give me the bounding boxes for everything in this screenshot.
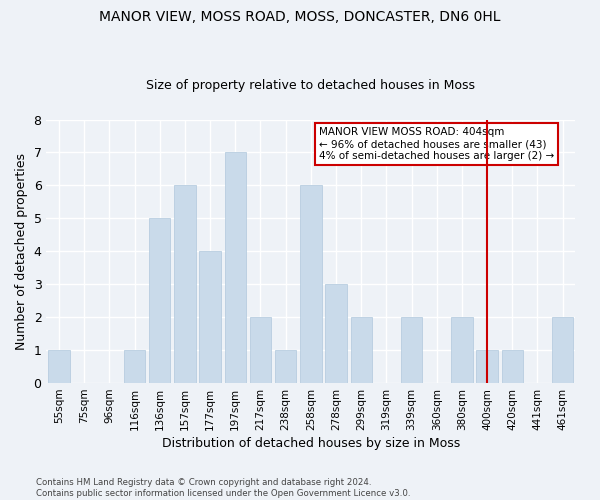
- Bar: [401, 317, 422, 383]
- Text: MANOR VIEW, MOSS ROAD, MOSS, DONCASTER, DN6 0HL: MANOR VIEW, MOSS ROAD, MOSS, DONCASTER, …: [99, 10, 501, 24]
- Bar: [199, 252, 221, 383]
- Text: Contains HM Land Registry data © Crown copyright and database right 2024.
Contai: Contains HM Land Registry data © Crown c…: [36, 478, 410, 498]
- Bar: [502, 350, 523, 383]
- Bar: [275, 350, 296, 383]
- Bar: [325, 284, 347, 383]
- Bar: [124, 350, 145, 383]
- Bar: [300, 186, 322, 383]
- Bar: [350, 317, 372, 383]
- Bar: [451, 317, 473, 383]
- Title: Size of property relative to detached houses in Moss: Size of property relative to detached ho…: [146, 79, 475, 92]
- Bar: [250, 317, 271, 383]
- Bar: [476, 350, 498, 383]
- Text: MANOR VIEW MOSS ROAD: 404sqm
← 96% of detached houses are smaller (43)
4% of sem: MANOR VIEW MOSS ROAD: 404sqm ← 96% of de…: [319, 128, 554, 160]
- Bar: [149, 218, 170, 383]
- Bar: [224, 152, 246, 383]
- X-axis label: Distribution of detached houses by size in Moss: Distribution of detached houses by size …: [162, 437, 460, 450]
- Bar: [49, 350, 70, 383]
- Y-axis label: Number of detached properties: Number of detached properties: [15, 153, 28, 350]
- Bar: [174, 186, 196, 383]
- Bar: [552, 317, 574, 383]
